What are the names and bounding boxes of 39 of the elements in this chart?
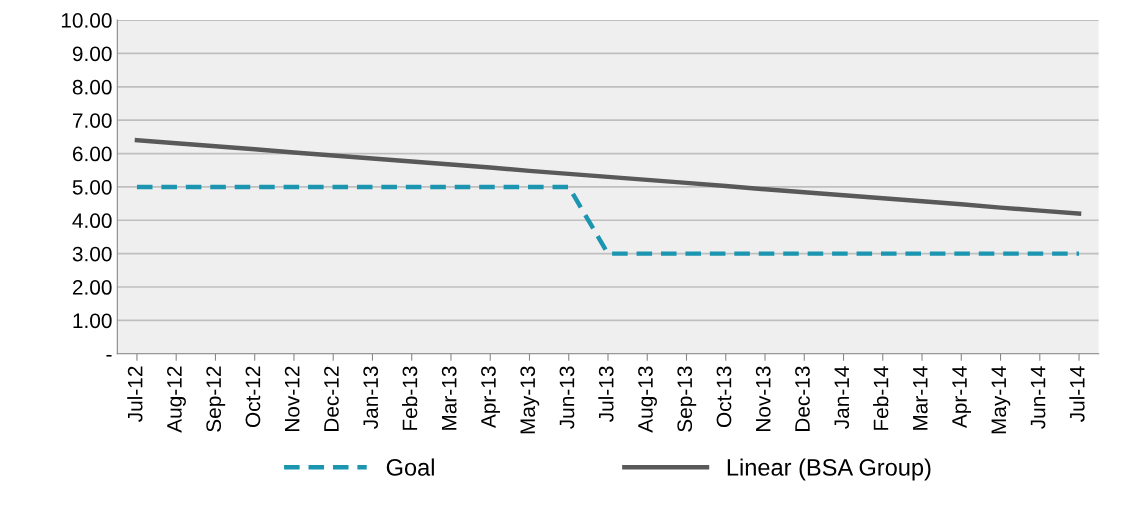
x-tick-label: Sep-13 bbox=[677, 366, 697, 432]
y-tick-label: 7.00 bbox=[72, 113, 112, 128]
x-tick-label: Aug-13 bbox=[638, 366, 657, 433]
y-tick-label: 4.00 bbox=[72, 213, 112, 229]
x-tick-label: Oct-13 bbox=[716, 366, 732, 428]
y-tick-label: 2.00 bbox=[72, 280, 112, 295]
x-tick-label: Apr-14 bbox=[952, 366, 971, 429]
x-tick-label: Sep-12 bbox=[206, 366, 226, 432]
legend-label: Linear (BSA Group) bbox=[727, 458, 931, 481]
x-tick-label: May-13 bbox=[520, 366, 540, 434]
x-tick-label: Feb-13 bbox=[402, 366, 418, 430]
x-tick-label: Dec-13 bbox=[795, 366, 810, 432]
x-tick-label: Mar-13 bbox=[441, 366, 457, 430]
y-tick-label: 10.00 bbox=[61, 13, 112, 28]
x-tick-label: Jul-14 bbox=[1069, 366, 1085, 422]
x-tick-label: Nov-12 bbox=[284, 366, 300, 432]
y-tick-label: 3.00 bbox=[72, 246, 112, 262]
x-tick-label: Jul-12 bbox=[127, 366, 143, 422]
x-tick-label: Jul-13 bbox=[598, 366, 614, 422]
x-tick-label: Nov-13 bbox=[755, 366, 771, 432]
x-tick-label: Mar-14 bbox=[913, 366, 928, 430]
legend-label: Goal bbox=[386, 458, 434, 476]
y-tick-label: 9.00 bbox=[72, 46, 112, 62]
x-tick-label: Aug-12 bbox=[167, 366, 186, 433]
x-tick-label: Oct-12 bbox=[245, 366, 261, 428]
x-tick-label: Jan-14 bbox=[834, 366, 850, 429]
x-tick-label: May-14 bbox=[991, 366, 1011, 434]
x-tick-label: Jun-14 bbox=[1030, 366, 1046, 429]
y-tick-label: - bbox=[106, 354, 112, 357]
y-tick-label: 5.00 bbox=[72, 179, 112, 195]
y-tick-label: 6.00 bbox=[72, 146, 112, 162]
y-tick-label: 8.00 bbox=[72, 79, 112, 95]
x-tick-label: Jan-13 bbox=[363, 366, 379, 429]
y-tick-label: 1.00 bbox=[73, 313, 112, 329]
line-series bbox=[134, 137, 1082, 216]
x-tick-label: Apr-13 bbox=[481, 366, 500, 429]
x-tick-label: Dec-12 bbox=[324, 366, 339, 432]
x-tick-label: Feb-14 bbox=[873, 366, 889, 430]
x-tick-label: Jun-13 bbox=[559, 366, 575, 429]
